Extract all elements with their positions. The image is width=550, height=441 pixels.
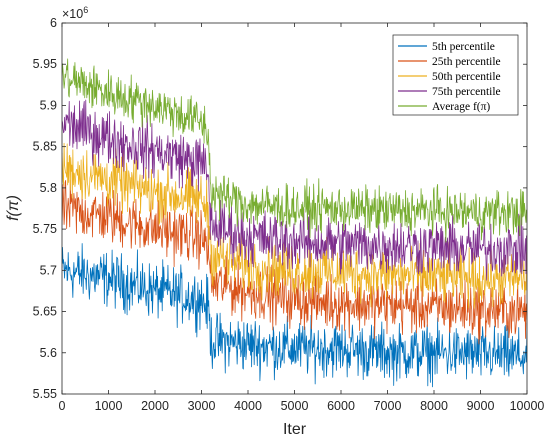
x-tick-label: 9000 (467, 399, 495, 413)
y-tick-label: 5.55 (33, 387, 57, 401)
x-tick-label: 8000 (420, 399, 448, 413)
y-exponent-label: ×106 (62, 5, 88, 21)
series-layer (62, 58, 527, 388)
legend: 5th percentile 25th percentile 50th percen… (392, 34, 519, 116)
series-line-3 (62, 142, 527, 309)
x-axis-label: Iter (283, 421, 307, 438)
x-axis: 0 1000 2000 3000 4000 5000 6000 7000 8000 9000 100… (59, 23, 545, 413)
y-tick-label: 5.75 (33, 222, 57, 236)
x-tick-label: 2000 (141, 399, 169, 413)
y-tick-label: 5.8 (40, 181, 57, 195)
y-tick-label: 5.85 (33, 140, 57, 154)
y-tick-label: 5.95 (33, 57, 57, 71)
y-tick-label: 5.6 (40, 346, 57, 360)
y-tick-label: 5.65 (33, 305, 57, 319)
x-tick-label: 3000 (188, 399, 216, 413)
x-tick-label: 4000 (234, 399, 262, 413)
y-tick-label: 6 (50, 16, 57, 30)
y-axis-label: f(π) (5, 195, 22, 221)
legend-label: Average f(π) (432, 101, 490, 113)
x-tick-label: 5000 (281, 399, 309, 413)
x-tick-label: 10000 (510, 399, 545, 413)
legend-label: 5th percentile (432, 41, 495, 53)
y-tick-label: 5.7 (40, 263, 57, 277)
legend-label: 75th percentile (432, 86, 501, 98)
x-tick-label: 7000 (374, 399, 402, 413)
y-tick-label: 5.9 (40, 98, 57, 112)
series-line-4 (62, 99, 527, 281)
x-tick-label: 0 (59, 399, 66, 413)
x-tick-label: 1000 (95, 399, 123, 413)
y-axis: 5.55 5.6 5.65 5.7 5.75 5.8 5.85 5.9 5.95 6 (33, 16, 527, 401)
x-tick-label: 6000 (327, 399, 355, 413)
series-line-2 (62, 179, 527, 345)
y-exponent-power: 6 (83, 5, 88, 15)
legend-label: 50th percentile (432, 71, 501, 83)
series-line-5 (62, 58, 527, 243)
legend-label: 25th percentile (432, 56, 501, 68)
legend-box (392, 34, 519, 116)
